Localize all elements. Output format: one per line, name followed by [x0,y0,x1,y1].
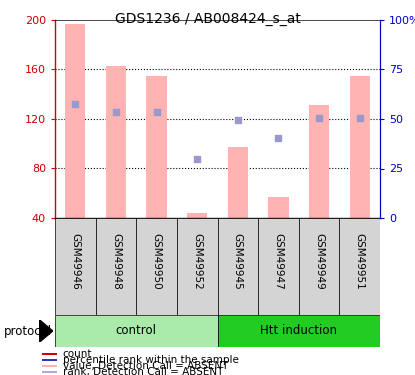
Bar [299,218,339,315]
Text: count: count [63,349,92,359]
Polygon shape [39,320,53,342]
Point [194,156,200,162]
Point [234,117,241,123]
Point [316,115,322,121]
Text: GSM49950: GSM49950 [151,233,161,290]
Text: GSM49952: GSM49952 [192,233,202,290]
Bar [339,218,380,315]
Text: value, Detection Call = ABSENT: value, Detection Call = ABSENT [63,361,228,371]
Bar [217,315,380,347]
Bar [187,213,208,218]
Bar [55,315,217,347]
Text: rank, Detection Call = ABSENT: rank, Detection Call = ABSENT [63,367,223,375]
Bar [106,66,126,218]
Text: GSM49947: GSM49947 [273,233,283,290]
Point [356,115,363,121]
Bar [309,105,329,218]
Point [153,109,160,115]
Text: control: control [116,324,157,338]
Bar [65,24,85,218]
Bar [217,218,258,315]
Bar [177,218,217,315]
Text: Htt induction: Htt induction [260,324,337,338]
Text: GSM49949: GSM49949 [314,233,324,290]
Bar [349,76,370,218]
Bar [95,218,136,315]
Bar [42,359,57,361]
Bar [258,218,299,315]
Bar [146,76,167,218]
Bar [42,371,57,373]
Point [112,109,119,115]
Bar [136,218,177,315]
Text: GSM49951: GSM49951 [355,233,365,290]
Text: GSM49946: GSM49946 [70,233,81,290]
Bar [228,147,248,218]
Text: GSM49945: GSM49945 [233,233,243,290]
Bar [55,218,95,315]
Bar [268,197,288,218]
Bar [42,365,57,367]
Text: percentile rank within the sample: percentile rank within the sample [63,355,239,365]
Text: GDS1236 / AB008424_s_at: GDS1236 / AB008424_s_at [115,12,300,26]
Point [275,135,282,141]
Text: protocol: protocol [4,324,52,338]
Point [72,101,78,107]
Bar [42,353,57,355]
Text: GSM49948: GSM49948 [111,233,121,290]
